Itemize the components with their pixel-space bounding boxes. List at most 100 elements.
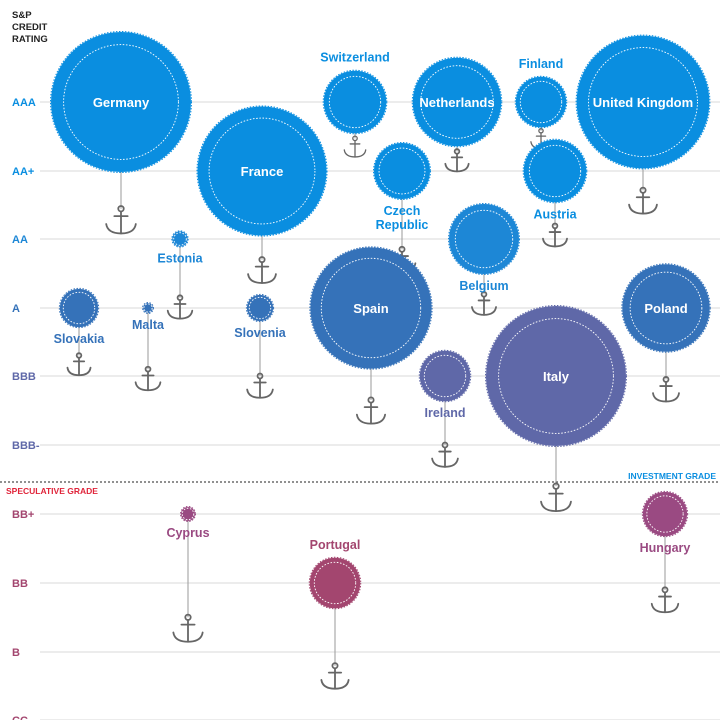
italy-bubble-outline xyxy=(485,305,627,447)
france-bubble-fill xyxy=(197,106,327,236)
netherlands-anchor-icon xyxy=(444,148,470,173)
finland-bubble-fill xyxy=(515,76,567,128)
austria-inner-ring xyxy=(528,144,582,198)
czech-republic-inner-ring xyxy=(378,147,426,195)
czech-republic-bubble xyxy=(373,142,431,200)
belgium-label: Belgium xyxy=(459,279,508,293)
switzerland-label: Switzerland xyxy=(320,51,389,65)
france-inner-ring xyxy=(208,117,316,225)
italy-bubble xyxy=(485,305,627,447)
finland-inner-ring xyxy=(519,80,563,124)
france-label: France xyxy=(241,164,284,179)
estonia-bubble-fill xyxy=(172,231,188,247)
y-axis-title: S&P CREDIT RATING xyxy=(12,10,48,45)
cyprus-label: Cyprus xyxy=(166,526,209,540)
slovenia-bubble xyxy=(245,293,275,323)
austria-anchor-icon xyxy=(542,222,568,248)
portugal-inner-ring xyxy=(313,561,357,605)
spain-bubble-fill xyxy=(310,247,432,369)
slovakia-inner-ring xyxy=(62,291,96,325)
ireland-bubble-outline xyxy=(418,349,472,403)
switzerland-anchor-icon xyxy=(343,135,367,158)
estonia-label: Estonia xyxy=(157,252,203,266)
axis-title: S&P CREDIT RATING xyxy=(12,10,48,45)
spain-bubble-outline xyxy=(309,246,433,370)
malta-bubble xyxy=(142,302,154,314)
slovakia-anchor-icon xyxy=(66,352,92,377)
netherlands-inner-ring xyxy=(420,65,494,139)
germany-inner-ring xyxy=(63,44,179,160)
united-kingdom-bubble xyxy=(575,34,711,170)
spain-inner-ring xyxy=(320,257,422,359)
austria-bubble-fill xyxy=(523,139,587,203)
hungary-label: Hungary xyxy=(640,541,691,555)
spain-label: Spain xyxy=(353,301,388,316)
slovakia-bubble xyxy=(58,287,100,329)
slovenia-inner-ring xyxy=(248,296,272,320)
slovakia-bubble-outline xyxy=(58,287,100,329)
united-kingdom-bubble-outline xyxy=(575,34,711,170)
y-tick-label-b: B xyxy=(12,647,20,659)
poland-inner-ring xyxy=(629,271,703,345)
finland-bubble-outline xyxy=(514,75,568,129)
speculative-grade-label: SPECULATIVE GRADE xyxy=(6,486,98,496)
malta-bubble-outline xyxy=(142,302,154,314)
netherlands-bubble xyxy=(411,56,503,148)
y-tick-label-a: A xyxy=(12,303,20,315)
spain-bubble xyxy=(309,246,433,370)
germany-bubble-outline xyxy=(50,31,192,173)
malta-anchor-icon xyxy=(134,365,162,392)
switzerland-inner-ring xyxy=(328,75,382,129)
cyprus-bubble-outline xyxy=(180,506,196,522)
cyprus-bubble xyxy=(180,506,196,522)
netherlands-label: Netherlands xyxy=(419,95,494,110)
slovenia-anchor-icon xyxy=(246,372,274,399)
estonia-bubble-outline xyxy=(171,230,189,248)
hungary-anchor-icon xyxy=(650,586,680,614)
investment-grade-label: INVESTMENT GRADE xyxy=(628,471,716,481)
estonia-inner-ring xyxy=(173,232,187,246)
cyprus-inner-ring xyxy=(181,507,195,521)
ireland-bubble-fill xyxy=(419,350,471,402)
belgium-bubble xyxy=(448,203,520,275)
slovakia-label: Slovakia xyxy=(54,332,106,346)
italy-bubble-fill xyxy=(486,306,626,446)
ireland-bubble xyxy=(418,349,472,403)
cyprus-anchor-icon xyxy=(172,613,204,643)
ireland-label: Ireland xyxy=(425,406,466,420)
y-tick-label-aa: AA xyxy=(12,234,28,246)
hungary-bubble xyxy=(641,490,689,538)
switzerland-bubble-fill xyxy=(323,70,387,134)
netherlands-bubble-outline xyxy=(411,56,503,148)
portugal-label: Portugal xyxy=(310,538,361,552)
poland-anchor-icon xyxy=(652,376,680,403)
malta-inner-ring xyxy=(143,303,153,313)
y-tick-label-cc: CC xyxy=(12,715,28,720)
finland-label: Finland xyxy=(519,57,563,71)
germany-bubble xyxy=(50,31,192,173)
spain-anchor-icon xyxy=(356,396,386,425)
y-tick-label-aa: AA+ xyxy=(12,166,34,178)
slovakia-bubble-fill xyxy=(59,288,99,328)
slovenia-bubble-outline xyxy=(245,293,275,323)
slovenia-label: Slovenia xyxy=(234,326,286,340)
y-tick-label-bbb: BBB- xyxy=(12,440,40,452)
united-kingdom-anchor-icon xyxy=(628,186,658,215)
poland-label: Poland xyxy=(644,301,687,316)
germany-anchor-icon xyxy=(105,205,137,235)
united-kingdom-bubble-fill xyxy=(576,35,710,169)
portugal-bubble xyxy=(308,556,362,610)
portugal-bubble-fill xyxy=(309,557,361,609)
hungary-bubble-fill xyxy=(642,491,688,537)
belgium-bubble-fill xyxy=(449,204,519,274)
united-kingdom-inner-ring xyxy=(588,47,698,157)
belgium-anchor-icon xyxy=(471,290,497,316)
switzerland-bubble-outline xyxy=(322,69,388,135)
country-label-layer: Germany Switzerland Netherlands Finland Unit… xyxy=(54,51,694,555)
ireland-inner-ring xyxy=(423,354,467,398)
germany-label: Germany xyxy=(93,95,150,110)
y-tick-label-bb: BB xyxy=(12,578,28,590)
netherlands-bubble-fill xyxy=(412,57,502,147)
bubble-layer xyxy=(50,31,711,610)
united-kingdom-label: United Kingdom xyxy=(593,95,693,110)
